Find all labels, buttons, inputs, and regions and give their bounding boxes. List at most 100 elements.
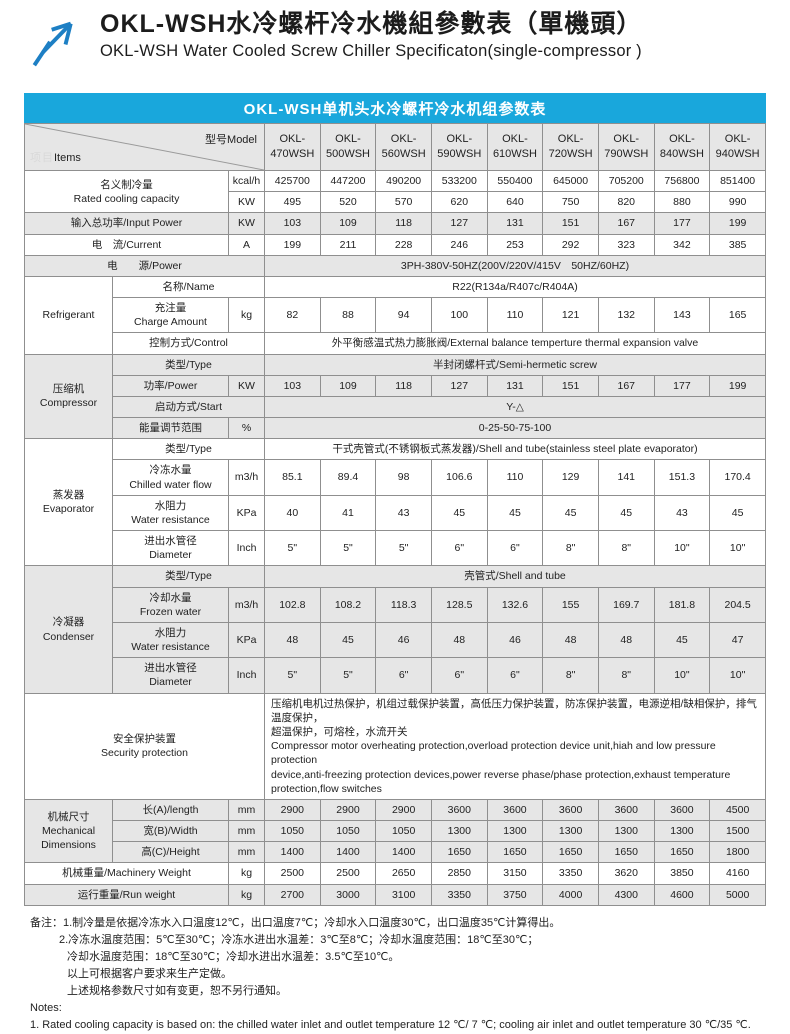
value-cell: 102.8 [264, 586, 321, 623]
value-cell: 550400 [486, 169, 544, 193]
model-header-cell: OKL- 790WSH [597, 123, 655, 171]
value-cell: 106.6 [430, 459, 488, 496]
value-cell: 外平衡感温式热力膨胀阀/External balance temperture … [264, 332, 766, 355]
value-cell: 3600 [486, 798, 544, 822]
unit-cell: % [228, 417, 265, 440]
value-cell: 110 [486, 297, 544, 334]
value-cell: 177 [653, 374, 711, 397]
unit-cell: KPa [228, 494, 265, 532]
value-cell: 43 [653, 494, 711, 532]
value-cell: 447200 [319, 169, 377, 193]
value-cell: 干式壳管式(不锈钢板式蒸发器)/Shell and tube(stainless… [264, 438, 766, 461]
value-cell: 48 [430, 621, 488, 659]
value-cell: 1300 [542, 820, 599, 843]
value-cell: 520 [319, 191, 377, 214]
value-cell: 1300 [597, 820, 655, 843]
value-cell: 1400 [319, 841, 377, 864]
value-cell: 6" [430, 657, 488, 694]
value-cell: 570 [375, 191, 432, 214]
value-cell: 132.6 [486, 586, 544, 623]
value-cell: 620 [430, 191, 488, 214]
value-cell: 1650 [486, 841, 544, 864]
unit-cell: Inch [228, 530, 265, 567]
row-label-cell: 电 流/Current [24, 233, 229, 256]
unit-cell: kcal/h [228, 169, 265, 193]
value-cell: 5" [264, 530, 321, 567]
spec-table: 项目Items 型号Model OKL- 470WSH OKL- 500WSH OKL-… [24, 123, 766, 906]
value-cell: 2900 [264, 798, 321, 822]
value-cell: 4300 [597, 883, 655, 906]
unit-cell: kg [228, 297, 265, 334]
value-cell: 3150 [486, 862, 544, 885]
value-cell: 155 [542, 586, 599, 623]
corner-items-label: 项目Items [30, 152, 81, 165]
value-cell: 6" [430, 530, 488, 567]
value-cell: 5" [375, 530, 432, 567]
value-cell: 43 [375, 494, 432, 532]
value-cell: 118 [375, 374, 432, 397]
value-cell: 181.8 [653, 586, 711, 623]
value-cell: 1050 [375, 820, 432, 843]
value-cell: 6" [486, 657, 544, 694]
value-cell: 141 [597, 459, 655, 496]
value-cell: 750 [542, 191, 599, 214]
value-cell: 10" [709, 657, 766, 694]
row-label-cell: 充注量 Charge Amount [112, 297, 229, 334]
row-label-cell: 能量调节范围 [112, 417, 229, 440]
spec-text-cell: 压缩机电机过热保护，机组过载保护装置，高低压力保护装置，防冻保护装置，电源逆相/… [264, 692, 766, 800]
value-cell: 121 [542, 297, 599, 334]
value-cell: 342 [653, 233, 711, 256]
row-label-cell: 宽(B)/Width [112, 820, 229, 843]
banner-title: OKL-WSH单机头水冷螺杆冷水机组参数表 [243, 100, 547, 118]
value-cell: 199 [264, 233, 321, 256]
value-cell: 3PH-380V-50HZ(200V/220V/415V 50HZ/60HZ) [264, 254, 766, 277]
row-label-cell: 水阻力 Water resistance [112, 621, 229, 659]
value-cell: 壳管式/Shell and tube [264, 565, 766, 588]
value-cell: 4160 [709, 862, 766, 885]
value-cell: 385 [709, 233, 766, 256]
value-cell: 3000 [319, 883, 377, 906]
value-cell: 132 [597, 297, 655, 334]
group-label-cell: Refrigerant [24, 275, 113, 355]
value-cell: 103 [264, 212, 321, 235]
value-cell: 48 [597, 621, 655, 659]
row-label-cell: 运行重量/Run weight [24, 883, 229, 906]
value-cell: 3350 [430, 883, 488, 906]
value-cell: 48 [264, 621, 321, 659]
value-cell: 6" [375, 657, 432, 694]
value-cell: 2650 [375, 862, 432, 885]
value-cell: 880 [653, 191, 711, 214]
unit-cell: kg [228, 883, 265, 906]
value-cell: 143 [653, 297, 711, 334]
value-cell: 990 [709, 191, 766, 214]
note-line: 上述规格参数尺寸如有变更，恕不另行通知。 [67, 984, 287, 997]
value-cell: 45 [709, 494, 766, 532]
value-cell: 98 [375, 459, 432, 496]
model-header-cell: OKL- 610WSH [486, 123, 544, 171]
row-label-cell: 冷却水量 Frozen water [112, 586, 229, 623]
value-cell: 129 [542, 459, 599, 496]
value-cell: 169.7 [597, 586, 655, 623]
value-cell: 85.1 [264, 459, 321, 496]
value-cell: 103 [264, 374, 321, 397]
row-label-cell: 启动方式/Start [112, 395, 265, 419]
value-cell: 100 [430, 297, 488, 334]
note-line: Notes: [30, 1001, 62, 1014]
value-cell: 151 [542, 212, 599, 235]
value-cell: 170.4 [709, 459, 766, 496]
row-label-cell: 名义制冷量 Rated cooling capacity [24, 169, 229, 214]
model-header-cell: OKL- 720WSH [542, 123, 599, 171]
value-cell: 2700 [264, 883, 321, 906]
value-cell: 167 [597, 212, 655, 235]
value-cell: 246 [430, 233, 488, 256]
value-cell: 640 [486, 191, 544, 214]
value-cell: 1300 [430, 820, 488, 843]
value-cell: 41 [319, 494, 377, 532]
value-cell: 756800 [653, 169, 711, 193]
value-cell: 10" [653, 530, 711, 567]
value-cell: 10" [653, 657, 711, 694]
value-cell: 47 [709, 621, 766, 659]
value-cell: 8" [542, 657, 599, 694]
value-cell: 851400 [709, 169, 766, 193]
